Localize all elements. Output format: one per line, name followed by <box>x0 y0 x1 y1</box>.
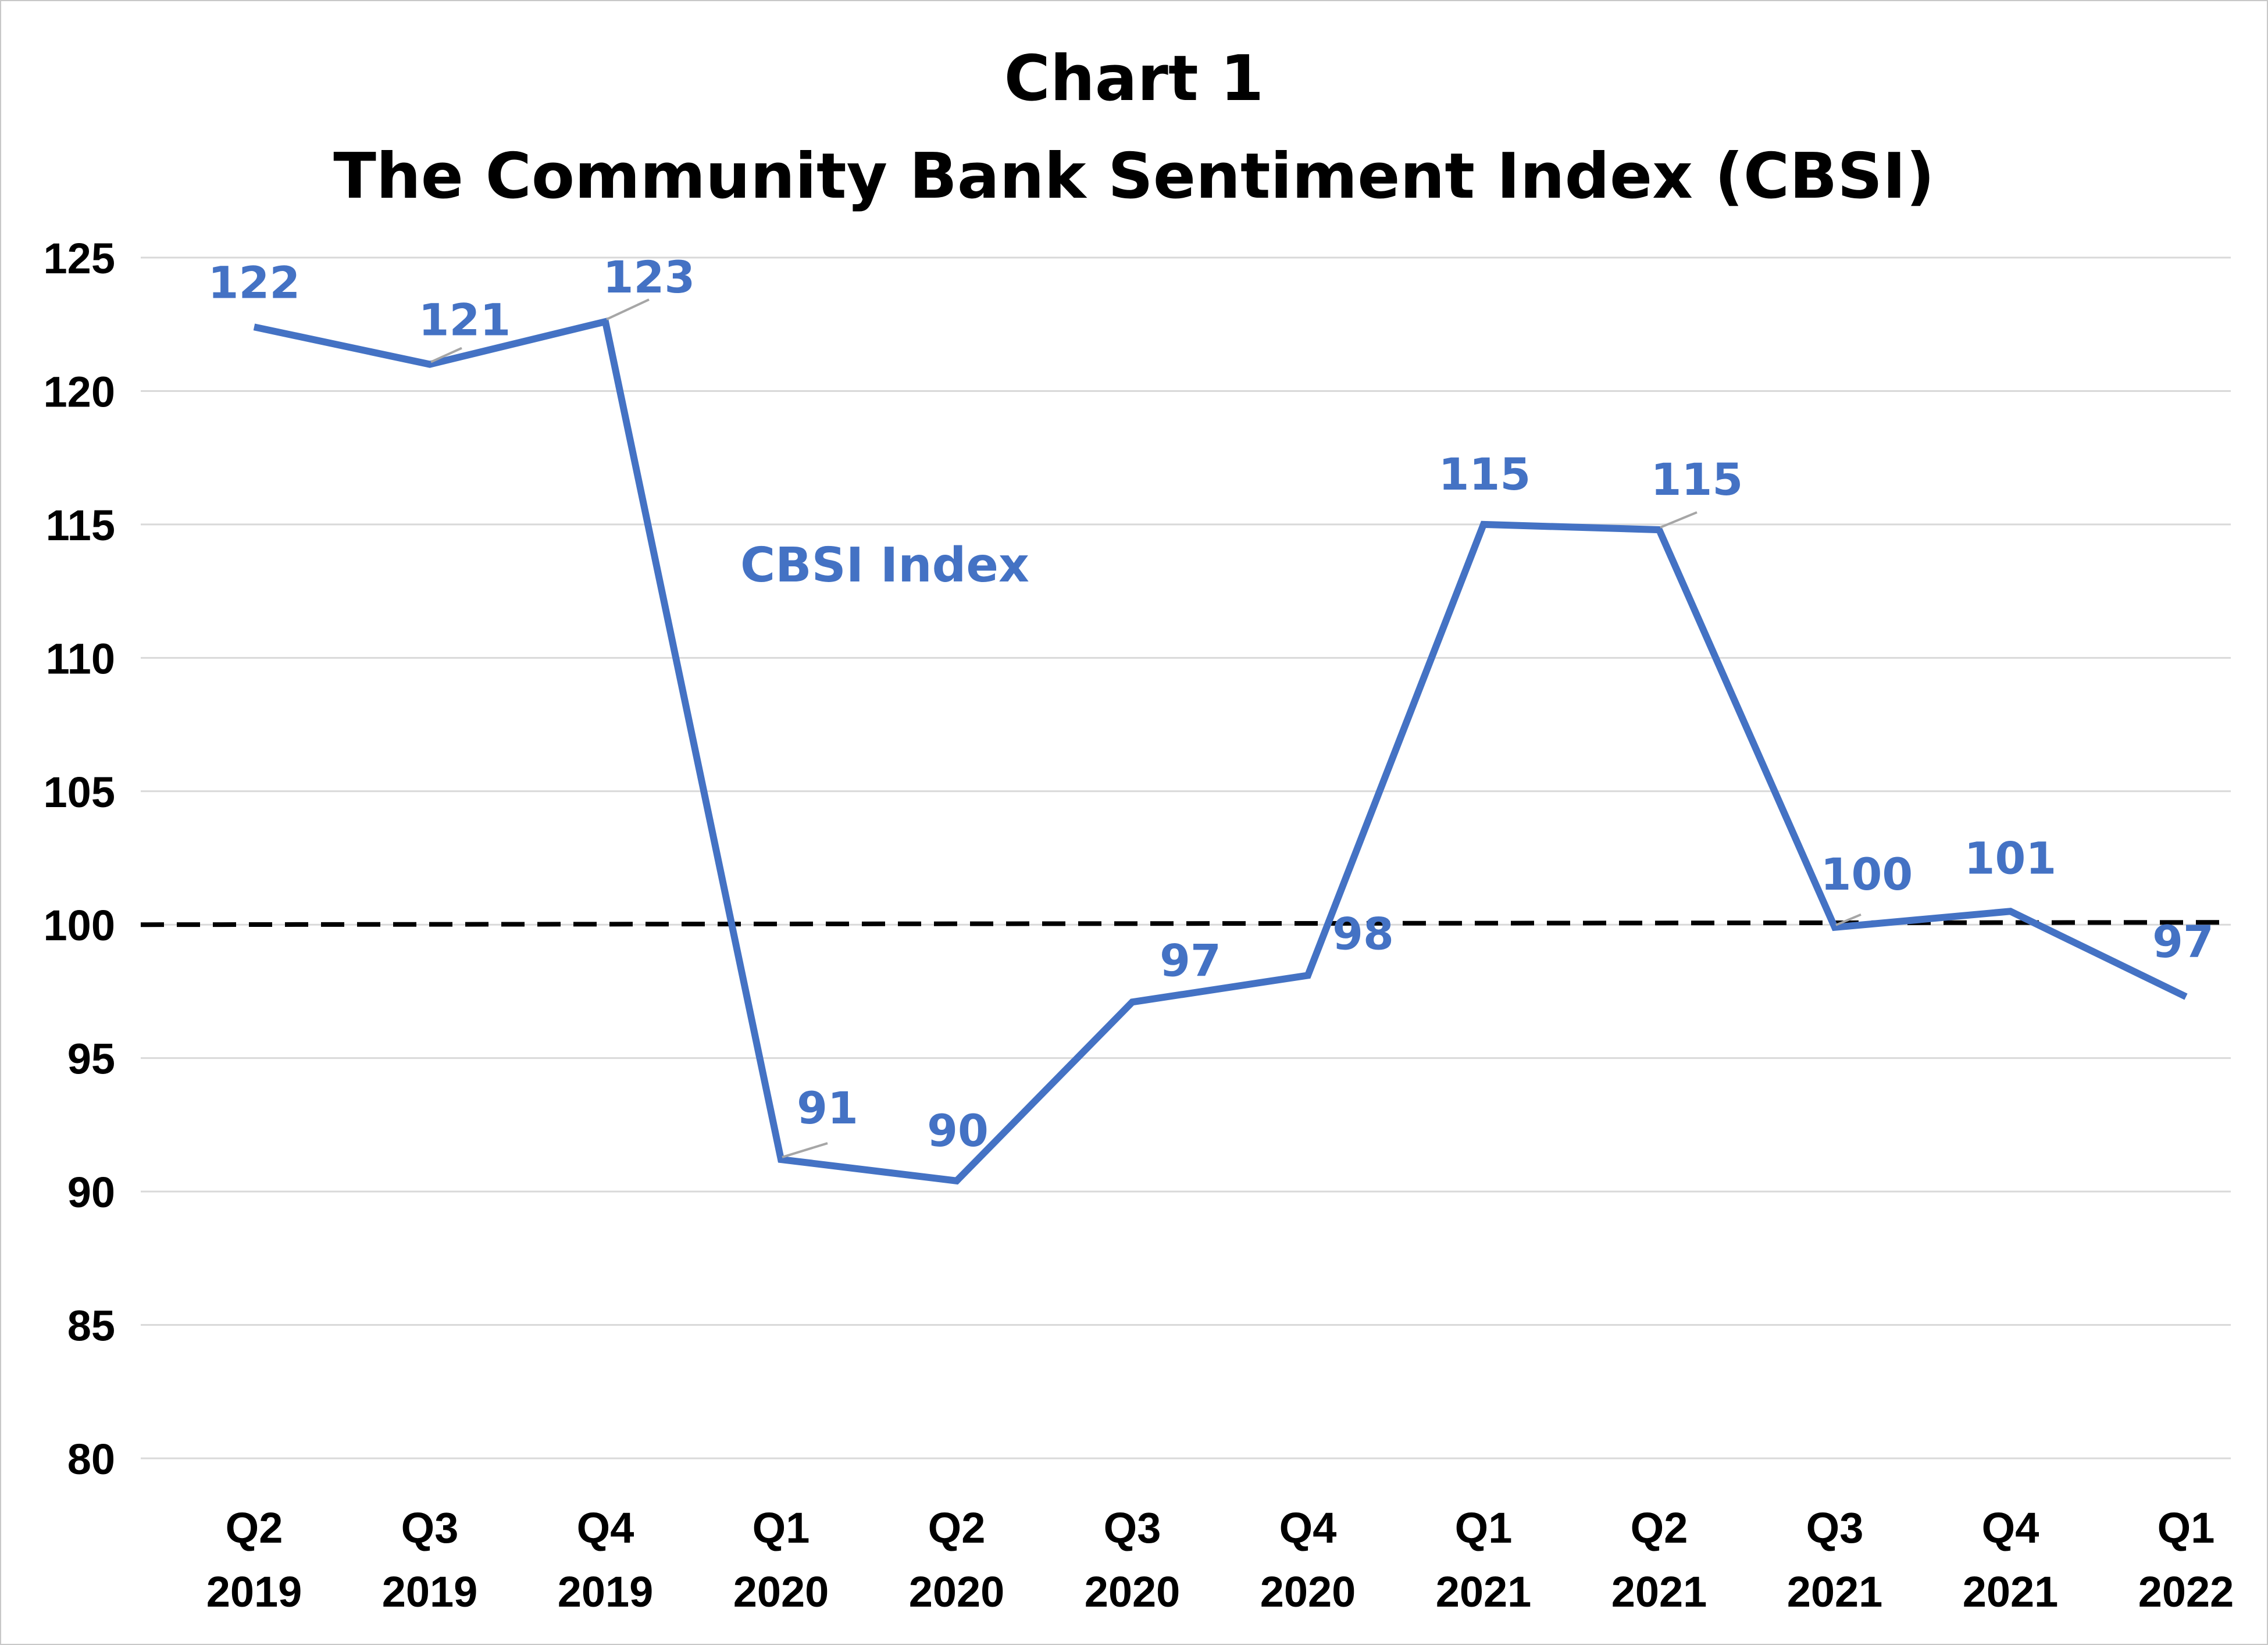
data-label: 90 <box>927 1105 989 1157</box>
x-tick-label-year: 2021 <box>1611 1568 1707 1616</box>
label-leader-line <box>1660 511 1698 529</box>
x-tick-label-year: 2019 <box>382 1568 478 1616</box>
y-axis-ticks: 80 85 90 95 100 105 110 115 120 125 <box>44 234 115 1483</box>
x-tick-label-quarter: Q1 <box>1455 1504 1513 1552</box>
x-tick-label-year: 2020 <box>909 1568 1005 1616</box>
data-label: 91 <box>797 1082 858 1134</box>
label-leader-line <box>782 1142 828 1158</box>
data-label: 97 <box>1160 934 1221 986</box>
x-tick-label-quarter: Q3 <box>1104 1504 1161 1552</box>
x-tick-label-year: 2022 <box>2138 1568 2234 1616</box>
chart-title: Chart 1 <box>1004 42 1264 115</box>
x-axis-ticks: Q2 2019 Q3 2019 Q4 2019 Q1 2020 Q2 2020 Q3 2020 Q4 20… <box>206 1504 2234 1616</box>
y-tick-label-115: 115 <box>46 501 115 549</box>
x-tick-label-quarter: Q4 <box>577 1504 634 1552</box>
x-tick-label-year: 2019 <box>558 1568 654 1616</box>
x-tick-label-year: 2020 <box>733 1568 829 1616</box>
series-label-group: CBSI Index <box>740 538 1029 593</box>
y-tick-label-110: 110 <box>46 634 115 683</box>
data-label: 97 <box>2152 916 2214 968</box>
label-leader-line <box>606 298 650 320</box>
data-labels: 122 121 123 91 90 97 98 115 115 100 101 97 <box>208 251 2214 1157</box>
data-label: 115 <box>1651 454 1743 505</box>
x-tick-label-year: 2021 <box>1963 1568 2059 1616</box>
label-leader-line <box>1835 913 1862 926</box>
x-tick-label-quarter: Q2 <box>226 1504 283 1552</box>
x-tick-label-quarter: Q4 <box>1982 1504 2039 1552</box>
x-tick-label-year: 2021 <box>1787 1568 1883 1616</box>
x-tick-label-quarter: Q2 <box>928 1504 986 1552</box>
x-tick-label-year: 2021 <box>1436 1568 1532 1616</box>
x-tick-label-year: 2020 <box>1085 1568 1181 1616</box>
y-tick-label-85: 85 <box>67 1302 115 1350</box>
gridlines <box>141 256 2231 1460</box>
y-tick-label-90: 90 <box>67 1168 115 1216</box>
label-leader-line <box>430 347 462 363</box>
data-label: 123 <box>603 251 696 303</box>
label-leader-lines <box>430 298 1862 1158</box>
x-tick-label-year: 2020 <box>1260 1568 1356 1616</box>
data-label: 115 <box>1439 448 1531 500</box>
data-label: 100 <box>1821 848 1913 900</box>
chart-subtitle: The Community Bank Sentiment Index (CBSI… <box>333 140 1935 213</box>
data-label: 121 <box>419 294 511 346</box>
y-tick-label-120: 120 <box>44 367 115 416</box>
data-label: 98 <box>1332 908 1394 959</box>
y-tick-label-100: 100 <box>44 901 115 950</box>
data-label: 122 <box>208 256 301 308</box>
x-tick-label-quarter: Q3 <box>1806 1504 1864 1552</box>
x-tick-label-quarter: Q2 <box>1631 1504 1688 1552</box>
series-line <box>253 317 2188 1185</box>
x-tick-label-quarter: Q1 <box>2158 1504 2215 1552</box>
series-lines <box>253 317 2188 1185</box>
x-tick-label-year: 2019 <box>206 1568 302 1616</box>
x-tick-label-quarter: Q4 <box>1279 1504 1337 1552</box>
series-label: CBSI Index <box>740 538 1029 593</box>
y-tick-label-95: 95 <box>67 1035 115 1083</box>
data-label: 101 <box>1964 832 2057 884</box>
y-tick-label-80: 80 <box>67 1435 115 1483</box>
y-tick-label-125: 125 <box>44 234 115 283</box>
x-tick-label-quarter: Q3 <box>401 1504 459 1552</box>
y-tick-label-105: 105 <box>44 768 115 816</box>
x-tick-label-quarter: Q1 <box>753 1504 810 1552</box>
